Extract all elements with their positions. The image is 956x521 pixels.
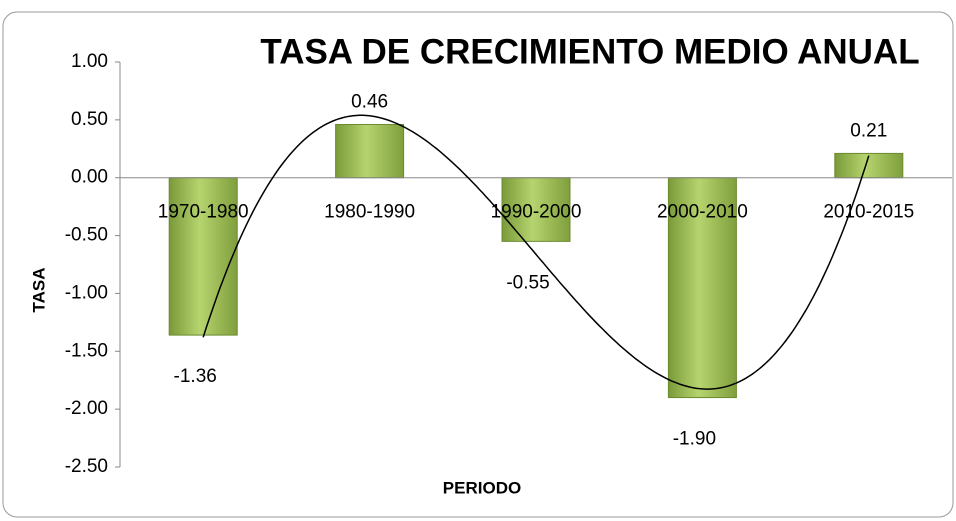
- data-label: -1.36: [174, 366, 217, 387]
- x-tick-label: 2000-2010: [657, 202, 748, 223]
- data-label: -0.55: [506, 272, 549, 293]
- y-tick-label: 0.00: [71, 167, 108, 188]
- bar: [335, 123, 405, 179]
- data-label: 0.21: [850, 120, 887, 141]
- y-tick-label: -1.50: [65, 340, 108, 361]
- bar: [667, 177, 737, 399]
- x-tick-label: 1980-1990: [324, 202, 415, 223]
- chart-title: TASA DE CRECIMIENTO MEDIO ANUAL: [260, 32, 919, 71]
- chart-border: [2, 11, 954, 518]
- x-axis-title: PERIODO: [443, 478, 521, 497]
- y-axis-title: TASA: [29, 267, 48, 312]
- y-tick-label: -1.00: [65, 282, 108, 303]
- bar: [501, 177, 571, 242]
- trendline: [202, 114, 870, 390]
- x-tick-label: 1990-2000: [491, 202, 582, 223]
- x-tick-label: 2010-2015: [823, 202, 914, 223]
- y-tick-label: -2.00: [65, 398, 108, 419]
- x-tick-label: 1970-1980: [158, 202, 249, 223]
- y-tick-label: 1.00: [71, 51, 108, 72]
- y-tick-label: -0.50: [65, 225, 108, 246]
- y-tick-label: 0.50: [71, 109, 108, 130]
- bar: [168, 177, 238, 336]
- y-tick-label: -2.50: [65, 456, 108, 477]
- data-label: 0.46: [351, 92, 388, 113]
- data-label: -1.90: [673, 429, 716, 450]
